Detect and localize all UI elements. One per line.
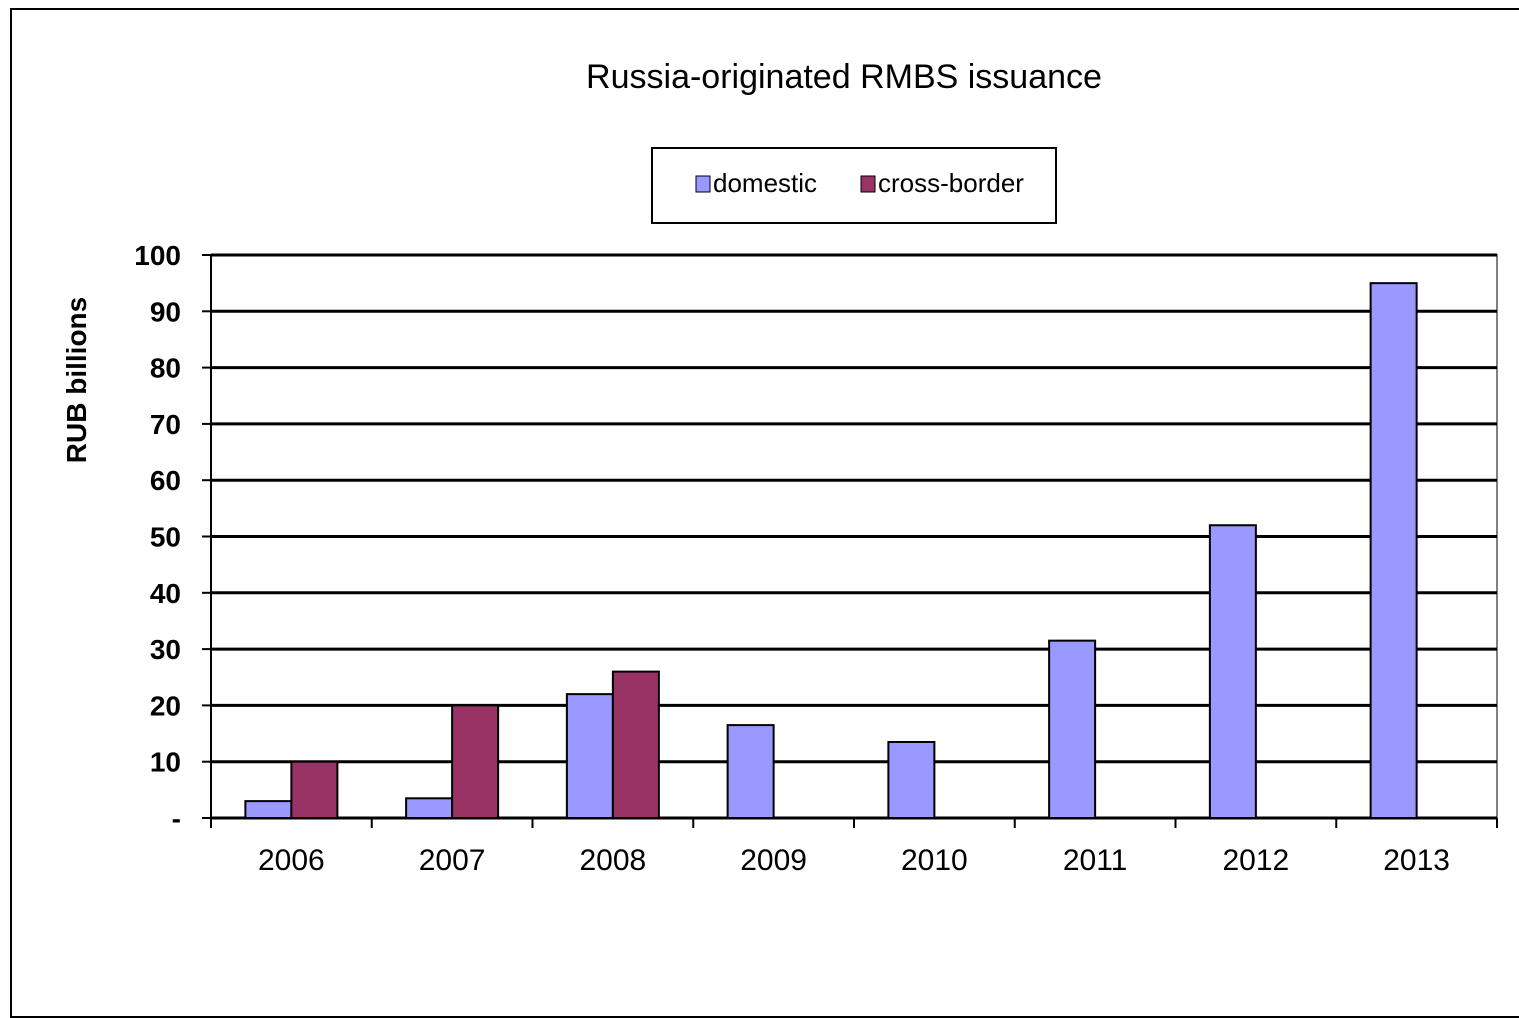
x-tick-label-2013: 2013: [1383, 844, 1450, 877]
y-tick-label-100: 100: [134, 240, 181, 271]
legend-box: [651, 147, 1057, 224]
x-tick-label-2008: 2008: [580, 844, 647, 877]
bar-domestic-2007: [405, 797, 454, 819]
legend-swatch-domestic: [695, 175, 711, 193]
bar-domestic-2010: [887, 740, 936, 819]
bar-domestic-2012: [1208, 524, 1257, 819]
x-tick-label-2010: 2010: [901, 844, 968, 877]
bar-domestic-2011: [1048, 639, 1097, 820]
y-tick-label-40: 40: [150, 578, 181, 609]
y-tick-label-90: 90: [150, 296, 181, 327]
x-tick-label-2011: 2011: [1063, 844, 1128, 877]
y-tick-label-10: 10: [150, 747, 181, 778]
y-tick-label-30: 30: [150, 634, 181, 665]
plot-area: - 10 20 30 40 50 60 70 80 90 100 2006 2007 2008 2009 20…: [134, 240, 1498, 877]
x-tick-label-2007: 2007: [419, 844, 486, 877]
bar-cross-border-2007: [451, 704, 500, 820]
bar-domestic-2008: [565, 693, 614, 820]
legend-swatch-cross-border: [860, 175, 876, 193]
bar-domestic-2006: [244, 800, 293, 819]
legend-label-domestic: domestic: [713, 168, 817, 198]
bar-domestic-2009: [726, 724, 775, 819]
legend: domestic cross-border: [651, 147, 1057, 224]
y-tick-label-80: 80: [150, 353, 181, 384]
bar-cross-border-2006: [290, 760, 339, 820]
chart-title: Russia-originated RMBS issuance: [586, 58, 1102, 96]
y-tick-label-60: 60: [150, 465, 181, 496]
legend-label-cross-border: cross-border: [878, 168, 1024, 198]
y-tick-label-0: -: [172, 803, 181, 834]
y-tick-label-20: 20: [150, 690, 181, 721]
x-tick-label-2009: 2009: [740, 844, 807, 877]
bar-domestic-2013: [1369, 282, 1418, 819]
bar-cross-border-2008: [611, 670, 660, 819]
y-axis-label: RUB billions: [61, 297, 92, 463]
y-tick-label-70: 70: [150, 409, 181, 440]
y-tick-label-50: 50: [150, 522, 181, 553]
x-tick-label-2012: 2012: [1223, 844, 1290, 877]
x-tick-label-2006: 2006: [258, 844, 325, 877]
